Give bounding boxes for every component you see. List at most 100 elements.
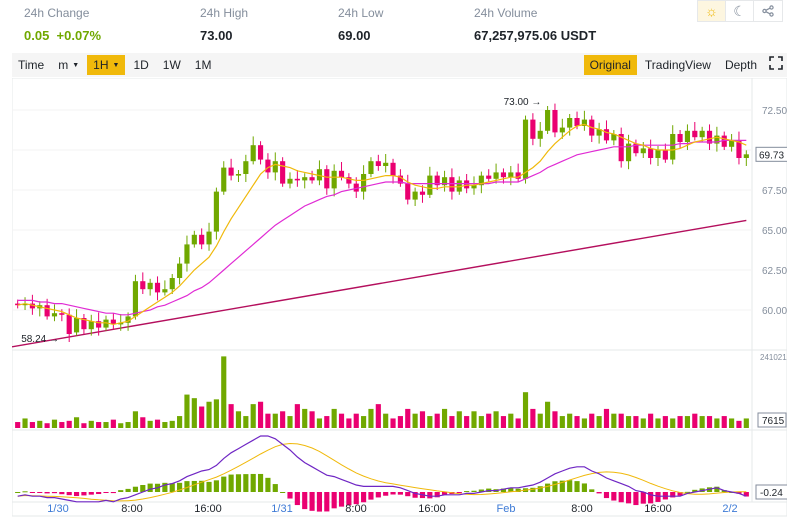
volume-bar: [434, 413, 440, 428]
view-tradingview[interactable]: TradingView: [644, 58, 711, 72]
macd-bar: [500, 488, 507, 492]
candle-body: [427, 175, 433, 195]
interval-1d[interactable]: 1D: [133, 58, 149, 72]
volume-bar: [132, 411, 139, 428]
volume-bar: [574, 416, 580, 428]
candle-body: [648, 148, 654, 158]
macd-bar: [603, 492, 610, 499]
interval-time[interactable]: Time: [18, 58, 45, 72]
interval-1m[interactable]: 1M: [194, 58, 212, 72]
volume-bar: [368, 408, 374, 428]
macd-bar: [508, 487, 514, 492]
macd-bar: [412, 492, 418, 498]
volume-bar: [545, 401, 551, 428]
candle-body: [611, 134, 617, 141]
volume-bar: [110, 419, 116, 428]
fullscreen-icon[interactable]: [765, 55, 787, 75]
macd-bar: [59, 492, 65, 495]
volume-bar: [221, 356, 227, 428]
volume-bar: [537, 413, 543, 428]
volume-bar: [618, 413, 624, 428]
candle-body: [464, 180, 470, 189]
macd-bar: [228, 474, 234, 492]
macd-bar: [353, 492, 359, 505]
candle-body: [221, 167, 227, 192]
macd-bar: [177, 482, 183, 492]
candle-body: [684, 130, 691, 142]
candle-body: [699, 130, 705, 138]
low-value: 69.00: [338, 28, 371, 43]
volume-last-label: 7615: [762, 416, 785, 427]
candle-body: [390, 162, 396, 176]
macd-bar: [15, 492, 21, 493]
macd-bar: [677, 492, 683, 496]
time-tick-label: 1/30: [47, 503, 68, 515]
volume-bar: [478, 416, 484, 428]
macd-bar: [272, 484, 278, 492]
last-price-label: 69.73: [759, 150, 784, 161]
volume-bar: [162, 422, 168, 428]
candle-body: [736, 140, 742, 158]
macd-bar: [81, 492, 87, 496]
volume-bar: [729, 418, 735, 428]
volume-bar: [567, 413, 573, 428]
candle-body: [265, 159, 271, 173]
view-depth[interactable]: Depth: [724, 58, 757, 72]
candle-body: [309, 177, 315, 181]
high-annotation: 73.00 →: [504, 97, 542, 108]
macd-bar: [73, 492, 80, 497]
macd-bar: [324, 492, 330, 512]
volume-bar: [22, 418, 28, 428]
macd-bar: [66, 492, 72, 496]
macd-bar: [302, 492, 308, 510]
sun-icon[interactable]: ☼: [698, 1, 726, 21]
volume-bar: [397, 416, 403, 428]
candle-body: [331, 170, 337, 189]
ma25-path: [17, 139, 747, 316]
candle-body: [478, 175, 484, 186]
interval-minute-dropdown[interactable]: m ▼: [58, 58, 80, 72]
macd-bar: [140, 485, 146, 492]
candles: [15, 103, 749, 342]
candle-body: [552, 110, 558, 133]
volume-bar: [412, 413, 418, 428]
macd-bar: [309, 492, 315, 511]
volume-bar: [302, 408, 308, 428]
interval-1w[interactable]: 1W: [162, 58, 181, 72]
candle-body: [199, 234, 205, 245]
candle-body: [618, 134, 624, 162]
macd-bar: [537, 486, 543, 492]
macd-bar: [684, 491, 691, 493]
candle-body: [530, 119, 536, 139]
volume-bar: [154, 419, 161, 428]
macd-bar: [545, 483, 551, 492]
interval-hour-dropdown[interactable]: 1H ▼: [87, 55, 126, 75]
macd-bar: [199, 480, 205, 492]
volume-bar: [265, 413, 271, 428]
candle-body: [537, 130, 543, 139]
share-icon[interactable]: [754, 1, 782, 21]
volume-bar: [522, 392, 529, 428]
price-tick-label: 65.00: [762, 226, 787, 237]
moon-icon[interactable]: ☾: [726, 1, 754, 21]
macd-bar: [169, 483, 175, 492]
volume-bar: [29, 422, 35, 428]
macd-bar: [390, 492, 396, 495]
high-stat: 24h High 73.00: [200, 6, 248, 43]
macd-bar: [110, 492, 116, 494]
volume-bar: [589, 413, 595, 428]
candle-body: [257, 145, 264, 160]
volume-bar: [118, 423, 124, 428]
macd-bar: [221, 476, 227, 492]
macd-bar: [213, 480, 219, 492]
view-original[interactable]: Original: [583, 55, 637, 75]
macd-bar: [338, 492, 345, 507]
candle-body: [250, 145, 256, 162]
candle-body: [515, 172, 521, 179]
candle-body: [66, 314, 72, 334]
macd-bar: [478, 489, 484, 492]
candle-body: [633, 143, 639, 154]
volume-bar: [228, 404, 234, 428]
macd-bar: [648, 492, 654, 504]
